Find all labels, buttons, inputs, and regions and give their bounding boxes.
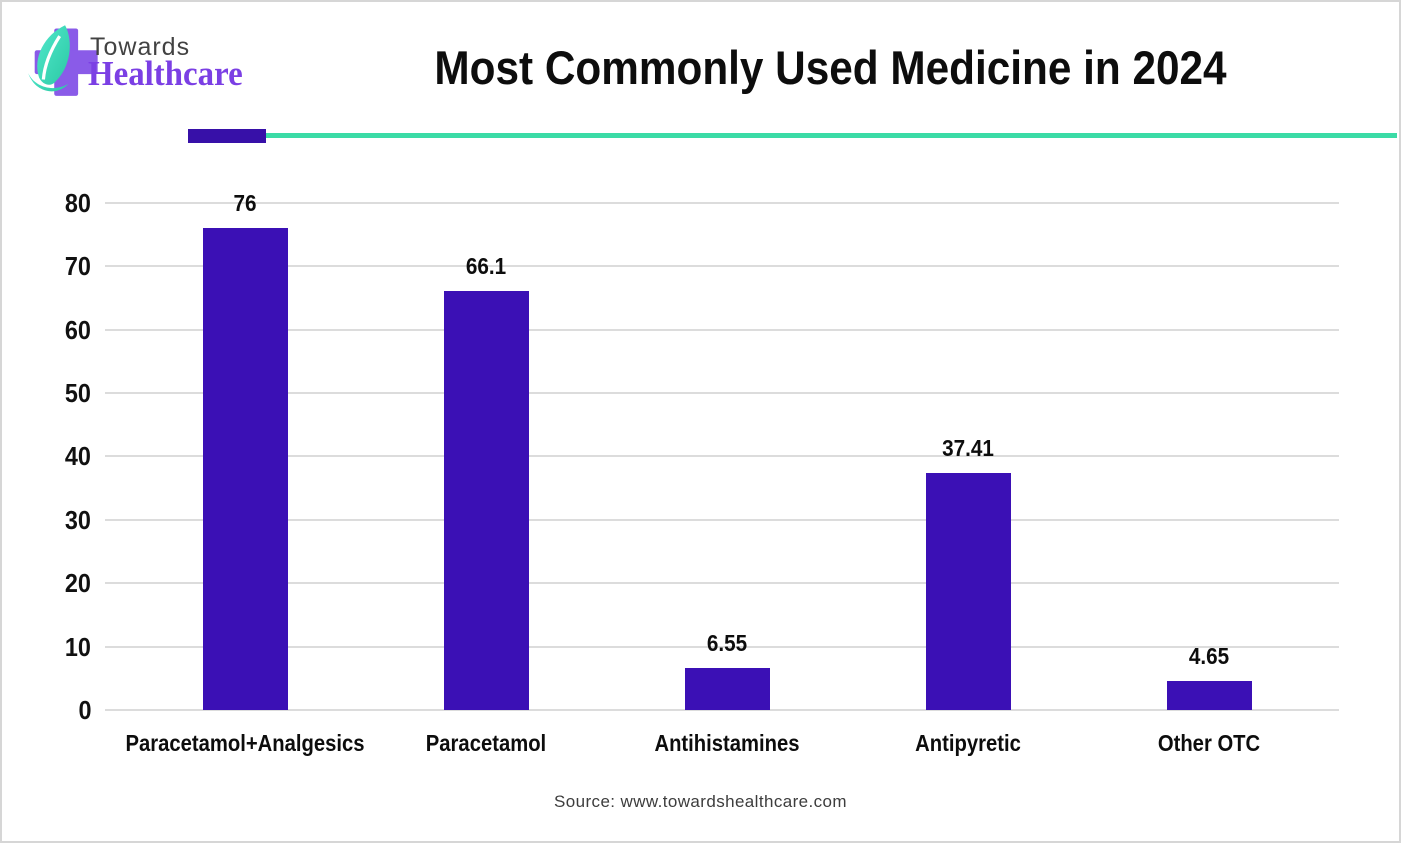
y-axis-tick-40: 40	[64, 441, 91, 472]
gridline-y10	[105, 645, 1339, 648]
chart-title: Most Commonly Used Medicine in 2024	[434, 41, 1227, 94]
gridline-y30	[105, 518, 1339, 521]
towards-healthcare-logo	[26, 22, 102, 98]
bar-Antipyretic	[925, 472, 1011, 710]
bar-Antihistamines	[684, 668, 770, 710]
brand-name-top: Towards	[90, 33, 191, 61]
brand-name-bottom: Healthcare	[88, 54, 243, 93]
value-label-Paracetamol+Analgesics: 76	[233, 190, 257, 217]
category-label-Other OTC: Other OTC	[1157, 730, 1261, 756]
bar-Paracetamol	[443, 290, 529, 710]
value-label-Paracetamol: 66.1	[465, 252, 507, 279]
gridline-y40	[105, 455, 1339, 458]
y-axis-tick-80: 80	[64, 187, 91, 218]
y-axis-tick-20: 20	[64, 568, 91, 599]
gridline-y20	[105, 582, 1339, 585]
divider-accent-bar	[188, 129, 266, 143]
y-axis-tick-60: 60	[64, 314, 91, 345]
gridline-y60	[105, 328, 1339, 331]
y-axis-tick-0: 0	[77, 695, 91, 725]
plot-area: 0 10 20 30 40 50 60 70 80 76 Paracetamol+Analgesic…	[65, 182, 1339, 755]
value-label-Antihistamines: 6.55	[706, 630, 748, 657]
category-label-Antihistamines: Antihistamines	[654, 730, 800, 756]
category-label-Paracetamol+Analgesics: Paracetamol+Analgesics	[125, 730, 365, 756]
bar-Paracetamol+Analgesics	[202, 228, 288, 710]
source-credit: Source: www.towardshealthcare.com	[554, 792, 847, 811]
category-label-Paracetamol: Paracetamol	[425, 730, 547, 756]
y-axis-tick-50: 50	[64, 378, 91, 408]
gridline-y80	[105, 201, 1339, 204]
gridline-y50	[105, 392, 1339, 394]
divider-line	[266, 133, 1397, 138]
leaf-icon	[28, 25, 70, 92]
value-label-Antipyretic: 37.41	[942, 434, 994, 461]
category-label-Antipyretic: Antipyretic	[915, 730, 1021, 756]
gridline-y70	[105, 265, 1339, 268]
y-axis-tick-30: 30	[64, 504, 91, 535]
y-axis-tick-10: 10	[64, 631, 91, 662]
value-label-Other OTC: 4.65	[1188, 642, 1230, 669]
logo-cross-leaf-icon	[28, 25, 98, 96]
bar-Other OTC	[1166, 680, 1252, 710]
y-axis-tick-70: 70	[64, 251, 91, 282]
gridline-y0	[105, 709, 1339, 711]
